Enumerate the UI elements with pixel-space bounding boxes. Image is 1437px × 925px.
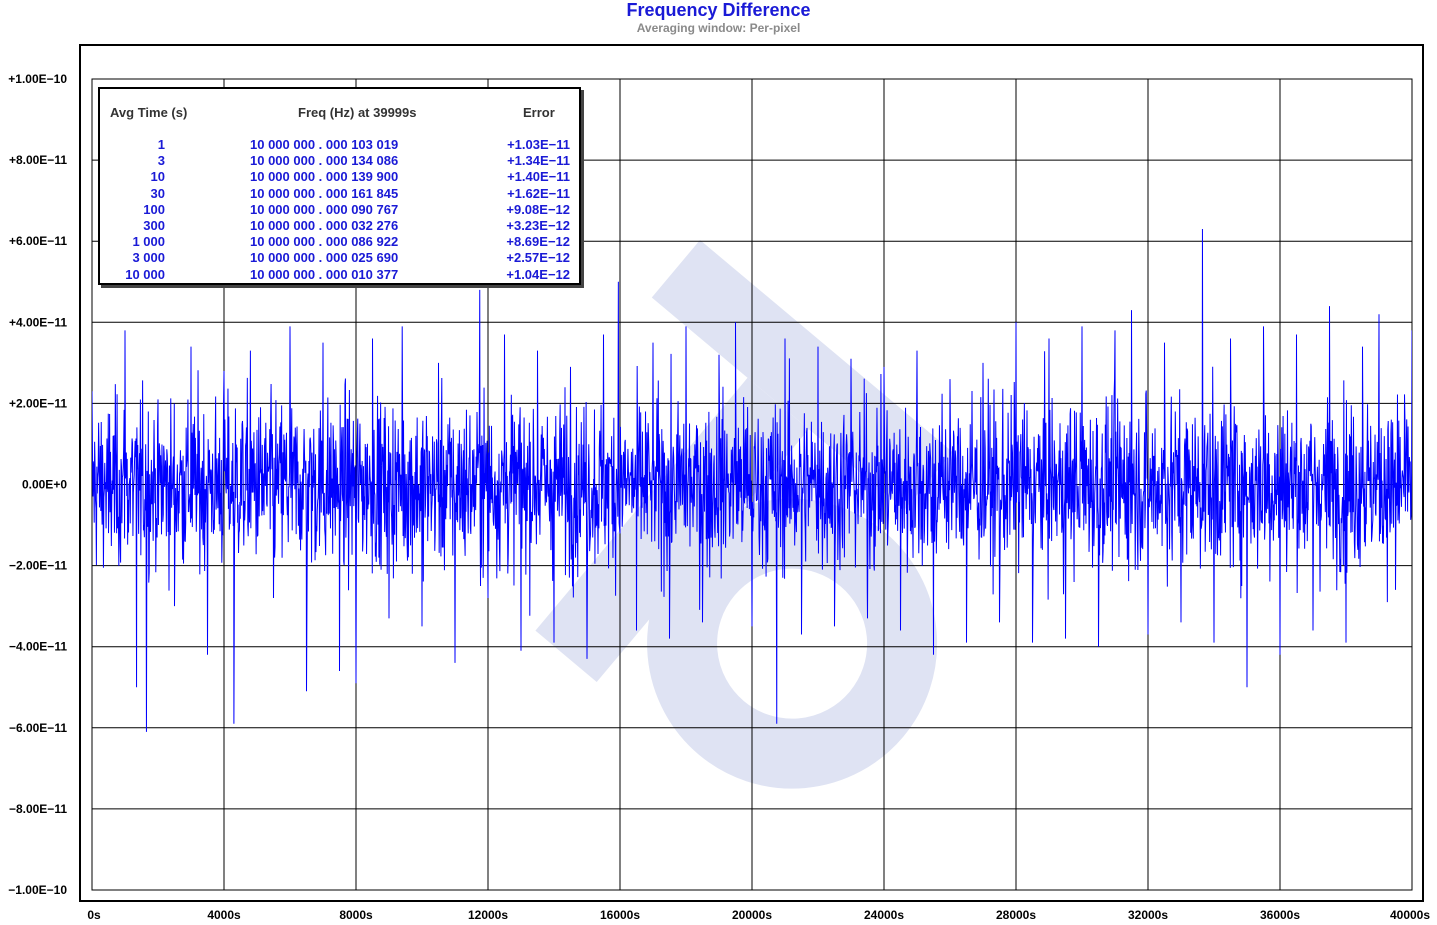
avg-time-cell: 100 <box>143 201 165 217</box>
x-tick-label: 36000s <box>1260 908 1300 922</box>
y-tick-label: +1.00E−10 <box>8 72 67 86</box>
error-cell: +3.23E−12 <box>506 218 570 233</box>
y-tick-label: +4.00E−11 <box>9 315 67 329</box>
x-tick-label: 0s <box>87 908 101 922</box>
error-cell: +1.40E−11 <box>507 169 570 185</box>
avg-time-cell: 3 000 <box>132 250 165 266</box>
error-cell: +8.69E−12 <box>506 234 570 250</box>
x-tick-label: 24000s <box>864 908 904 922</box>
y-tick-label: +8.00E−11 <box>9 153 67 167</box>
x-tick-label: 20000s <box>732 908 772 922</box>
freq-cell: 10 000 000 . 000 161 845 <box>250 185 399 201</box>
x-axis-ticks: 0s 4000s 8000s 12000s 16000s 20000s 24000s 2800… <box>87 908 1430 922</box>
y-tick-label: +6.00E−11 <box>9 234 67 248</box>
error-cell: +2.57E−12 <box>506 250 570 266</box>
freq-cell: 10 000 000 . 000 086 922 <box>250 234 399 250</box>
y-tick-label: −4.00E−11 <box>9 640 67 654</box>
freq-cell: 10 000 000 . 000 025 690 <box>250 250 399 266</box>
error-cell: +1.03E−11 <box>507 137 570 152</box>
freq-cell: 10 000 000 . 000 090 767 <box>250 201 399 217</box>
avg-time-cell: 3 <box>157 153 165 169</box>
plot-frame <box>79 44 1424 902</box>
error-cell: +1.62E−11 <box>507 185 570 201</box>
y-tick-label: +2.00E−11 <box>9 396 67 410</box>
x-tick-label: 28000s <box>996 908 1036 922</box>
freq-cell: 10 000 000 . 000 139 900 <box>250 169 399 185</box>
series-line <box>92 229 1412 732</box>
x-tick-label: 8000s <box>339 908 373 922</box>
avg-time-cell: 30 <box>150 185 165 201</box>
avg-time-cell: 10 <box>150 169 165 185</box>
avg-time-cell: 300 <box>143 218 165 233</box>
y-tick-label: −1.00E−10 <box>8 883 67 897</box>
avg-time-cell: 1 000 <box>132 234 165 250</box>
stats-table: Avg Time (s) Freq (Hz) at 39999s Error 1… <box>98 87 581 285</box>
freq-header: Freq (Hz) at 39999s <box>298 105 417 120</box>
avg-time-cell: 1 <box>157 137 165 152</box>
avg-time-header: Avg Time (s) <box>110 105 188 120</box>
freq-cell: 10 000 000 . 000 010 377 <box>250 266 399 282</box>
freq-cell: 10 000 000 . 000 134 086 <box>250 153 399 169</box>
x-tick-label: 12000s <box>468 908 508 922</box>
chart-subtitle: Averaging window: Per-pixel <box>636 21 801 35</box>
y-tick-label: 0.00E+0 <box>22 478 67 492</box>
x-tick-label: 4000s <box>207 908 241 922</box>
chart-title: Frequency Difference <box>626 0 811 20</box>
error-header: Error <box>523 105 555 120</box>
error-cell: +9.08E−12 <box>506 201 570 217</box>
error-cell: +1.34E−11 <box>507 153 570 169</box>
y-tick-label: −6.00E−11 <box>9 721 67 735</box>
y-tick-label: −2.00E−11 <box>9 559 67 573</box>
x-tick-label: 32000s <box>1128 908 1168 922</box>
series-group <box>92 229 1412 732</box>
x-tick-label: 16000s <box>600 908 640 922</box>
y-tick-label: −8.00E−11 <box>9 802 67 816</box>
freq-cell: 10 000 000 . 000 103 019 <box>250 137 399 152</box>
y-axis-ticks: +1.00E−10 +8.00E−11 +6.00E−11 +4.00E−11 +2.0… <box>8 72 67 897</box>
x-tick-label: 40000s <box>1390 908 1430 922</box>
error-cell: +1.04E−12 <box>506 266 570 282</box>
avg-time-cell: 10 000 <box>125 266 165 282</box>
freq-cell: 10 000 000 . 000 032 276 <box>250 218 399 233</box>
